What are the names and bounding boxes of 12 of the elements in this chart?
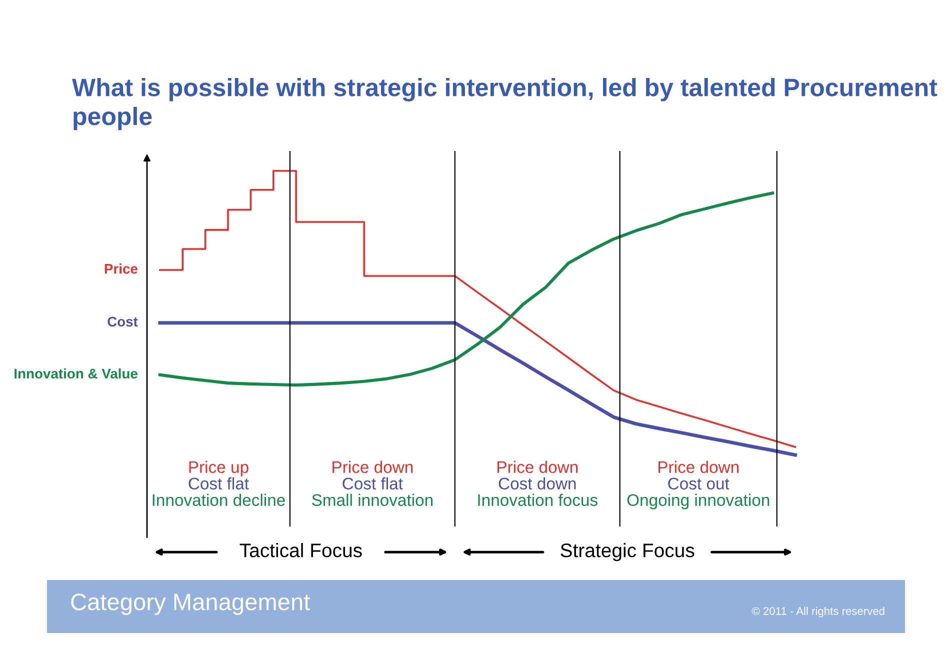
series-label: Innovation & Value xyxy=(14,368,138,379)
text: Tactical Focus xyxy=(240,543,362,558)
text: Price down Cost flat Small innovation xyxy=(312,460,432,506)
text: © 2011 - All rights reserved xyxy=(752,606,884,618)
text: Category Management xyxy=(71,594,310,616)
text: Price down Cost out Ongoing innovation xyxy=(627,460,770,510)
series-label: Cost xyxy=(108,316,138,327)
chart-title: What is possible with strategic intervention, led by talented Procurement people xyxy=(72,78,938,130)
text: Price up Cost flat Innovation decline xyxy=(152,460,285,506)
series-label: Price xyxy=(104,264,138,274)
text: Strategic Focus xyxy=(560,543,694,562)
text: Price down Cost down Innovation focus xyxy=(478,460,598,506)
